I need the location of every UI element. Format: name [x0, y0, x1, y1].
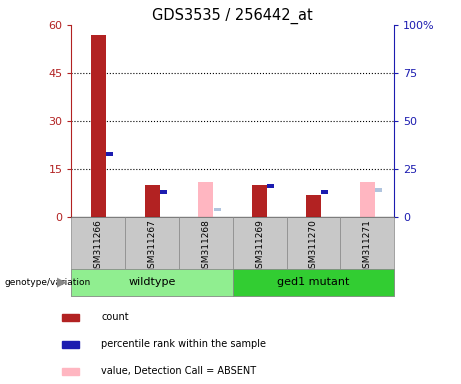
Bar	[375, 189, 382, 192]
Bar	[160, 190, 167, 194]
Text: count: count	[101, 312, 129, 322]
Bar	[233, 217, 287, 269]
Text: GSM311268: GSM311268	[201, 220, 210, 275]
Bar	[62, 341, 79, 348]
Bar	[267, 184, 274, 188]
Bar	[125, 217, 179, 269]
Bar	[71, 269, 233, 296]
Bar	[287, 217, 340, 269]
Bar	[214, 208, 221, 211]
Text: genotype/variation: genotype/variation	[5, 278, 91, 287]
Bar	[71, 217, 125, 269]
Text: wildtype: wildtype	[129, 277, 176, 287]
Text: value, Detection Call = ABSENT: value, Detection Call = ABSENT	[101, 366, 256, 376]
Bar	[106, 152, 113, 156]
Text: GSM311267: GSM311267	[148, 220, 157, 275]
Bar	[91, 35, 106, 217]
Bar	[62, 314, 79, 321]
Bar	[252, 185, 267, 217]
Bar	[360, 182, 375, 217]
Text: ▶: ▶	[57, 276, 67, 289]
Text: GSM311269: GSM311269	[255, 220, 264, 275]
Title: GDS3535 / 256442_at: GDS3535 / 256442_at	[153, 7, 313, 23]
Bar	[306, 195, 321, 217]
Text: ged1 mutant: ged1 mutant	[278, 277, 349, 287]
Bar	[340, 217, 394, 269]
Text: GSM311270: GSM311270	[309, 220, 318, 275]
Bar	[321, 190, 328, 194]
Bar	[233, 269, 394, 296]
Text: GSM311271: GSM311271	[363, 220, 372, 275]
Text: percentile rank within the sample: percentile rank within the sample	[101, 339, 266, 349]
Bar	[62, 368, 79, 375]
Bar	[179, 217, 233, 269]
Bar	[145, 185, 160, 217]
Text: GSM311266: GSM311266	[94, 220, 103, 275]
Bar	[198, 182, 213, 217]
